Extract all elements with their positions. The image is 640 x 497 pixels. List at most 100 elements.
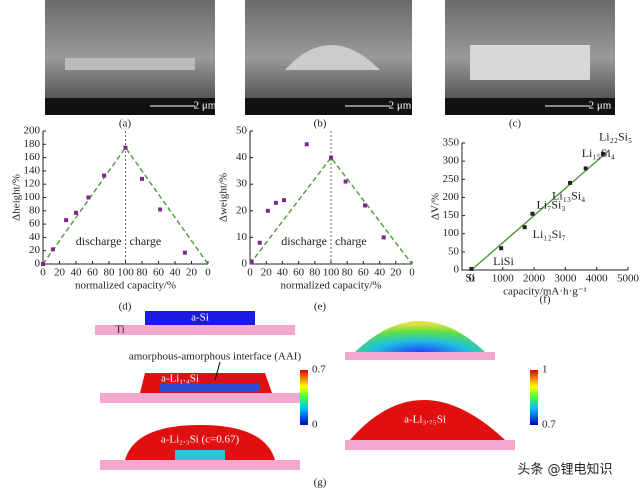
point-label: LiSi xyxy=(493,254,514,268)
y-tick-label: 40 xyxy=(29,231,41,243)
phase-label: a-Li₃.₇₅Si xyxy=(404,414,446,426)
y-axis-label: Δheight/% xyxy=(11,174,23,221)
point xyxy=(249,259,254,264)
point xyxy=(282,198,287,203)
panel-label: (b) xyxy=(314,118,327,130)
phase-label: a-Li₂.₃Si (c=0.67) xyxy=(161,434,240,446)
point xyxy=(530,211,535,216)
annotation: charge xyxy=(130,234,162,248)
point xyxy=(64,218,69,223)
y-tick-label: 100 xyxy=(24,191,41,203)
y-tick-label: 200 xyxy=(443,191,460,203)
point-label: Li₁₅Si₄ xyxy=(582,146,615,160)
point xyxy=(102,173,107,178)
point xyxy=(50,247,55,252)
x-tick-label: 60 xyxy=(358,267,370,279)
x-tick-label: 5000 xyxy=(617,273,640,285)
x-tick-label: 60 xyxy=(153,267,165,279)
point-label: Li₁₃Si₄ xyxy=(552,189,585,203)
annotation: discharge xyxy=(281,234,327,248)
y-tick-label: 300 xyxy=(443,155,460,167)
point xyxy=(86,195,91,200)
y-tick-label: 150 xyxy=(443,209,460,221)
point xyxy=(499,246,504,251)
x-tick-label: 0 xyxy=(205,267,211,279)
panel-label: (c) xyxy=(509,118,522,130)
watermark: 头条 @锂电知识 xyxy=(517,462,612,478)
y-tick-label: 0 xyxy=(35,258,41,270)
panel-label: (g) xyxy=(314,477,327,489)
x-tick-label: 1000 xyxy=(492,273,515,285)
phase-label: a-Li₁.₄Si xyxy=(161,373,199,385)
y-tick-label: 10 xyxy=(236,231,248,243)
trend-line xyxy=(249,156,413,265)
x-tick-label: 2000 xyxy=(523,273,546,285)
point-label: Li₁₂Si₇ xyxy=(533,227,566,241)
x-tick-label: 0 xyxy=(247,267,253,279)
x-tick-label: 3000 xyxy=(554,273,577,285)
x-tick-label: 100 xyxy=(117,267,134,279)
point xyxy=(600,151,605,156)
annotation: discharge xyxy=(76,234,122,248)
x-tick-label: 80 xyxy=(137,267,149,279)
point-label: Li₇Si₃ xyxy=(536,198,565,212)
x-tick-label: 60 xyxy=(87,267,99,279)
x-tick-label: 20 xyxy=(390,267,402,279)
y-tick-label: 120 xyxy=(24,178,41,190)
colorbar-label: 0.7 xyxy=(542,419,556,431)
y-tick-label: 200 xyxy=(24,125,41,137)
y-tick-label: 40 xyxy=(236,151,248,163)
substrate-label: Ti xyxy=(115,324,124,336)
scale-label: 2 μm xyxy=(389,100,412,112)
x-tick-label: 100 xyxy=(323,267,340,279)
panel-label: (e) xyxy=(314,301,327,313)
point xyxy=(304,142,309,147)
y-tick-label: 20 xyxy=(29,244,41,256)
point xyxy=(583,166,588,171)
point xyxy=(329,155,333,160)
x-tick-label: 60 xyxy=(293,267,305,279)
x-tick-label: 0 xyxy=(409,267,415,279)
x-tick-label: 0 xyxy=(40,267,46,279)
y-tick-label: 50 xyxy=(236,125,248,137)
point-label: Li₂₂Si₅ xyxy=(599,130,632,144)
point xyxy=(257,240,262,245)
trend-line xyxy=(42,146,209,265)
point-label: Si xyxy=(465,271,476,285)
x-axis-label: normalized capacity/% xyxy=(280,280,381,292)
point xyxy=(381,235,386,240)
x-tick-label: 20 xyxy=(54,267,66,279)
point xyxy=(158,207,163,212)
x-tick-label: 80 xyxy=(342,267,354,279)
y-tick-label: 250 xyxy=(443,173,460,185)
y-tick-label: 350 xyxy=(443,137,460,149)
point xyxy=(363,203,368,208)
x-tick-label: 0 xyxy=(469,273,475,285)
scale-label: 2 μm xyxy=(194,100,217,112)
x-tick-label: 20 xyxy=(186,267,198,279)
y-tick-label: 50 xyxy=(448,245,460,257)
colorbar-label: 0 xyxy=(312,419,318,431)
x-axis-label: normalized capacity/% xyxy=(75,280,176,292)
x-tick-label: 40 xyxy=(374,267,386,279)
y-tick-label: 80 xyxy=(29,204,41,216)
y-axis-label: Δweight/% xyxy=(218,173,230,222)
point xyxy=(74,210,78,215)
panel-label: (f) xyxy=(540,294,551,306)
point xyxy=(41,262,45,266)
point xyxy=(265,208,270,213)
sem-images xyxy=(45,0,615,115)
colorbar-label: 0.7 xyxy=(312,364,326,376)
x-tick-label: 4000 xyxy=(586,273,609,285)
y-tick-label: 100 xyxy=(443,227,460,239)
point xyxy=(273,200,278,205)
panel-label: (a) xyxy=(119,118,132,130)
y-tick-label: 0 xyxy=(454,264,460,276)
point xyxy=(123,145,128,150)
y-tick-label: 180 xyxy=(24,138,41,150)
x-tick-label: 40 xyxy=(277,267,289,279)
y-tick-label: 160 xyxy=(24,151,41,163)
y-axis-label: ΔV/% xyxy=(430,193,442,220)
x-axis-label: capacity/mA·h·g⁻¹ xyxy=(503,286,587,298)
